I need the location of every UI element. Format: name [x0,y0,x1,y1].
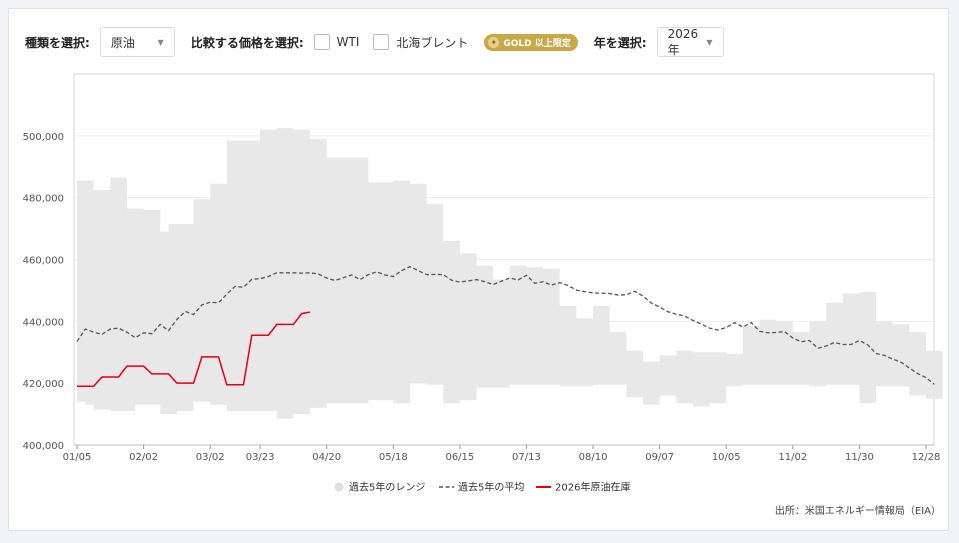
compare-option-label: WTI [336,35,360,49]
x-tick-label: 06/15 [445,452,474,463]
y-tick-label: 400,000 [23,441,64,452]
x-tick-label: 04/20 [312,452,341,463]
type-select[interactable]: 原油 ▼ [99,27,175,57]
average-line [76,265,935,385]
x-tick-label: 07/13 [512,452,541,463]
controls-bar: 種類を選択: 原油 ▼ 比較する価格を選択: WTI 北海ブレント ✦ GOLD… [25,27,724,57]
legend-average-label: 過去5年の平均 [458,481,524,494]
year-select[interactable]: 2026年 ▼ [656,26,724,57]
y-tick-label: 420,000 [23,379,64,390]
type-select-value: 原油 [110,35,135,50]
x-tick-label: 05/18 [379,452,408,463]
range-band [77,128,943,419]
chevron-down-icon: ▼ [706,37,713,47]
compare-option-label: 北海ブレント [396,35,469,50]
gold-badge: ✦ GOLD 以上限定 [484,33,578,51]
y-tick-label: 460,000 [23,256,64,267]
y-tick-label: 500,000 [23,132,64,143]
gold-badge-text: GOLD 以上限定 [503,38,571,49]
x-tick-label: 03/02 [196,452,225,463]
legend-range-label: 過去5年のレンジ [349,481,425,494]
x-tick-label: 01/05 [63,452,92,463]
current-year-line [77,311,311,388]
year-select-value: 2026年 [667,26,699,57]
x-tick-label: 10/05 [712,452,741,463]
y-tick-label: 440,000 [23,317,64,328]
x-tick-label: 11/30 [845,452,874,463]
legend-current-label: 2026年原油在庫 [555,481,630,494]
gold-medal-icon: ✦ [488,36,500,48]
x-tick-label: 09/07 [645,452,674,463]
chevron-down-icon: ▼ [157,37,164,47]
compare-checkbox-brent[interactable]: 北海ブレント [373,34,468,51]
x-tick-label: 12/28 [912,452,941,463]
checkbox-icon[interactable] [373,34,390,50]
y-tick-label: 480,000 [23,194,64,205]
compare-checkbox-wti[interactable]: WTI [313,34,360,50]
x-tick-label: 08/10 [579,452,608,463]
x-tick-label: 02/02 [129,452,158,463]
source-note: 出所：米国エネルギー情報局（EIA） [774,506,941,517]
type-label: 種類を選択: [25,35,90,50]
compare-label: 比較する価格を選択: [190,35,304,50]
legend: 過去5年のレンジ 過去5年の平均 2026年原油在庫 [334,481,630,494]
year-label: 年を選択: [593,35,647,50]
legend-range-swatch [334,482,344,492]
x-tick-label: 11/02 [778,452,807,463]
x-tick-label: 03/23 [246,452,275,463]
checkbox-icon[interactable] [313,34,330,50]
